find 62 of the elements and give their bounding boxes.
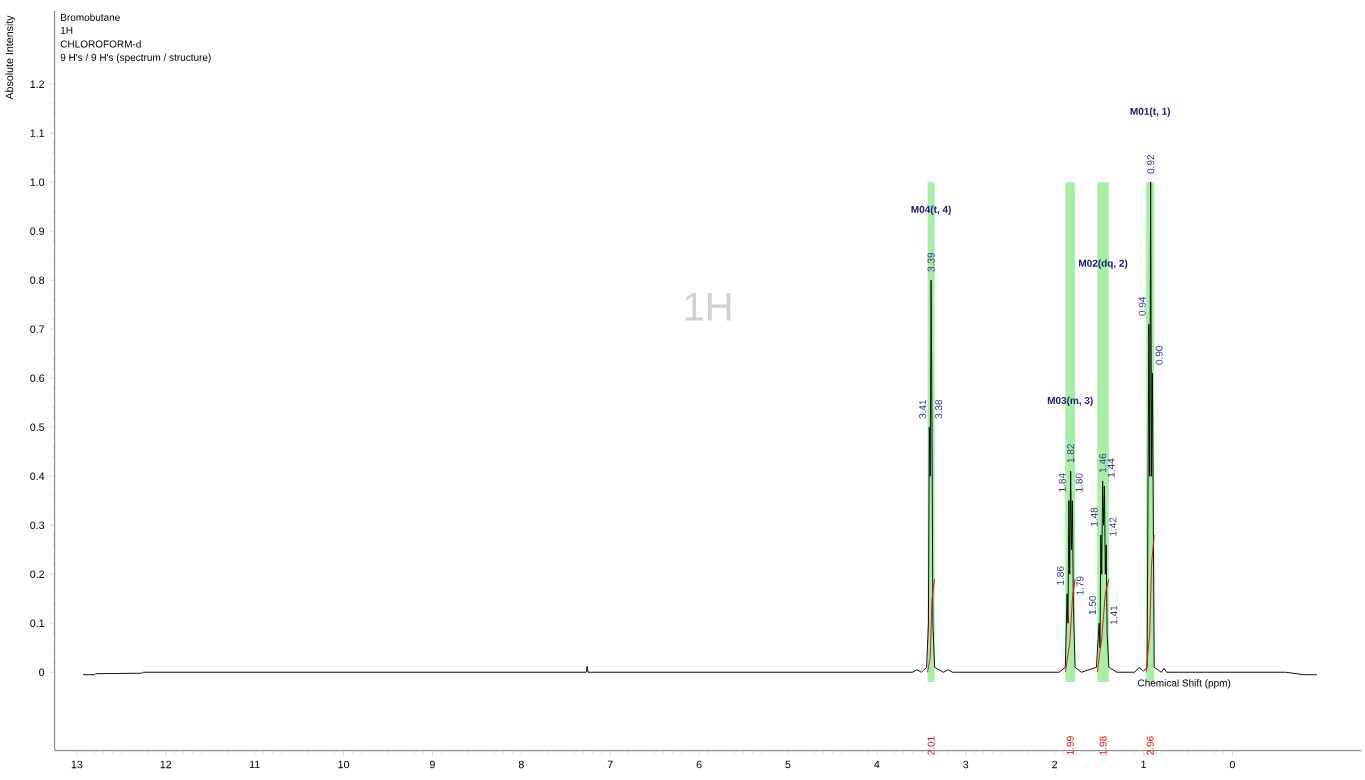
annotation: 0.94	[1138, 296, 1146, 316]
annotation: 2.01	[927, 736, 935, 755]
y-tick-label: 0.1	[30, 619, 45, 628]
x-tick-label: 2	[1052, 760, 1058, 769]
annotation: 1.86	[1056, 566, 1064, 585]
y-tick-label: 0	[39, 668, 45, 677]
x-tick-label: 4	[874, 760, 880, 769]
annotation: 1.41	[1110, 605, 1118, 625]
annotation: 1.46	[1099, 453, 1107, 473]
annotation: 1H	[61, 26, 73, 34]
x-tick-label: 9	[429, 760, 435, 769]
line-series	[1064, 578, 1076, 673]
annotation: 3.38	[935, 399, 943, 419]
y-tick-label: 0.8	[30, 276, 45, 284]
annotation: M02(dq, 2)	[1079, 259, 1128, 269]
annotation: 1.44	[1107, 458, 1115, 477]
y-tick-label: 1.0	[30, 178, 45, 186]
x-tick-label: 8	[518, 760, 524, 769]
x-tick-label: 0	[1229, 760, 1235, 769]
annotation: 1.48	[1090, 507, 1098, 526]
line-series	[1145, 534, 1155, 673]
y-tick-label: 0.9	[30, 227, 45, 235]
annotation: 2.96	[1146, 736, 1154, 755]
annotation: Bromobutane	[61, 13, 120, 21]
y-tick-label: 0.5	[30, 423, 45, 431]
x-tick-label: 11	[249, 760, 260, 769]
annotation: 0.90	[1155, 345, 1163, 365]
line-series	[927, 578, 936, 673]
annotation: 1.79	[1076, 576, 1084, 595]
x-tick-label: 5	[785, 760, 791, 769]
y-tick-label: 0.2	[30, 570, 45, 579]
annotation: 9 H's / 9 H's (spectrum / structure)	[60, 53, 211, 63]
x-tick-label: 3	[963, 760, 969, 769]
annotation: 1.99	[1066, 736, 1074, 755]
annotation: 1.80	[1075, 473, 1083, 492]
x-tick-label: 13	[71, 760, 83, 769]
x-axis-title: Chemical Shift (ppm)	[1137, 679, 1231, 689]
y-tick-label: 1.2	[30, 80, 45, 88]
annotation: 3.39	[927, 252, 935, 272]
y-axis-title: Absolute Intensity	[5, 15, 16, 100]
x-tick-label: 10	[338, 760, 350, 769]
annotation: 1.98	[1099, 736, 1107, 755]
annotation: 3.41	[919, 399, 927, 419]
annotation: 1.50	[1088, 595, 1096, 615]
x-tick-label: 12	[160, 760, 172, 769]
annotation: 1.82	[1067, 444, 1075, 463]
x-tick-label: 6	[696, 760, 702, 769]
annotation: M01(t, 1)	[1130, 107, 1170, 117]
annotation: CHLOROFORM-d	[60, 40, 141, 48]
y-tick-label: 0.4	[30, 472, 45, 480]
y-tick-label: 0.6	[30, 374, 45, 382]
y-tick-label: 1.1	[30, 129, 45, 137]
annotation: 1.42	[1109, 517, 1117, 536]
annotation: M04(t, 4)	[911, 205, 951, 215]
x-tick-label: 7	[607, 760, 613, 769]
annotation: M03(m, 3)	[1047, 396, 1093, 406]
annotation: 1.84	[1058, 473, 1066, 492]
y-tick-label: 0.3	[30, 521, 45, 529]
annotation: 0.92	[1147, 154, 1155, 174]
x-tick-label: 1	[1141, 760, 1146, 769]
line-series	[1096, 578, 1110, 673]
y-tick-label: 0.7	[30, 325, 45, 333]
